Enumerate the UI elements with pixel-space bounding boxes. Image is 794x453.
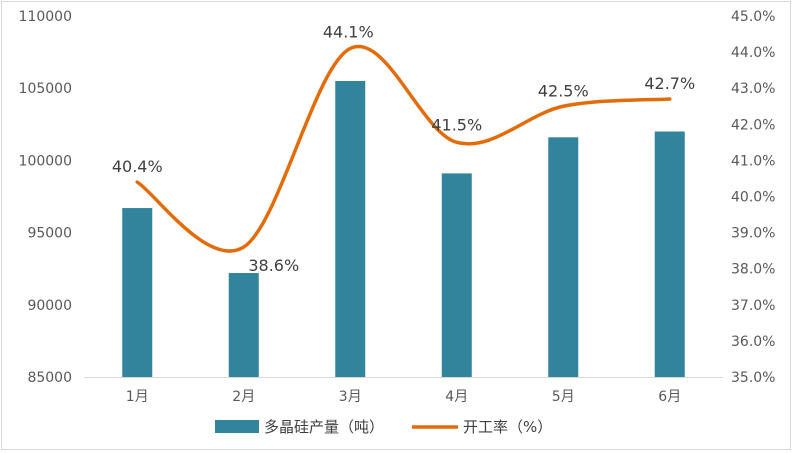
- y-right-tick-label: 35.0%: [731, 370, 775, 386]
- bar: [228, 273, 259, 377]
- y-left-tick-label: 90000: [27, 298, 72, 314]
- data-labels: 40.4% 38.6% 44.1% 41.5% 42.5% 42.7%: [112, 22, 695, 275]
- bar: [548, 137, 579, 377]
- data-label: 41.5%: [431, 115, 482, 134]
- data-label: 42.5%: [538, 81, 589, 100]
- right-axis: 35.0% 36.0% 37.0% 38.0% 39.0% 40.0% 41.0% 42.0%…: [731, 9, 775, 386]
- x-tick-label: 6月: [658, 389, 681, 405]
- x-tick-label: 3月: [339, 389, 362, 405]
- y-right-tick-label: 44.0%: [731, 45, 775, 61]
- legend-bar-swatch: [215, 420, 259, 433]
- legend-line-label: 开工率（%）: [463, 418, 552, 436]
- bar: [441, 173, 472, 377]
- y-left-tick-label: 110000: [19, 9, 72, 25]
- line-series: [135, 44, 672, 253]
- legend-bar-label: 多晶硅产量（吨）: [264, 418, 384, 436]
- x-tick-label: 2月: [232, 389, 255, 405]
- x-tick-label: 1月: [126, 389, 149, 405]
- bar: [122, 208, 153, 377]
- y-right-tick-label: 42.0%: [731, 117, 775, 133]
- y-left-tick-label: 105000: [19, 81, 72, 97]
- bar-series: [122, 80, 685, 377]
- y-right-tick-label: 43.0%: [731, 81, 775, 97]
- y-right-tick-label: 45.0%: [731, 9, 775, 25]
- y-left-tick-label: 85000: [27, 370, 72, 386]
- y-right-tick-label: 40.0%: [731, 190, 775, 206]
- rate-line: [135, 44, 672, 253]
- data-label: 40.4%: [112, 157, 163, 176]
- bar: [654, 131, 685, 377]
- y-right-tick-label: 38.0%: [731, 262, 775, 278]
- y-right-tick-label: 41.0%: [731, 153, 775, 169]
- y-right-tick-label: 36.0%: [731, 334, 775, 350]
- left-axis: 85000 90000 95000 100000 105000 110000: [19, 9, 72, 386]
- data-label: 38.6%: [248, 256, 299, 275]
- y-right-tick-label: 37.0%: [731, 298, 775, 314]
- legend: 多晶硅产量（吨） 开工率（%）: [215, 418, 552, 436]
- bar: [335, 80, 366, 377]
- x-axis: 1月 2月 3月 4月 5月 6月: [126, 389, 681, 405]
- y-left-tick-label: 95000: [27, 226, 72, 242]
- x-tick-label: 4月: [445, 389, 468, 405]
- data-label: 44.1%: [323, 22, 374, 41]
- y-right-tick-label: 39.0%: [731, 226, 775, 242]
- data-label: 42.7%: [644, 74, 695, 93]
- x-tick-label: 5月: [552, 389, 575, 405]
- y-left-tick-label: 100000: [19, 153, 72, 169]
